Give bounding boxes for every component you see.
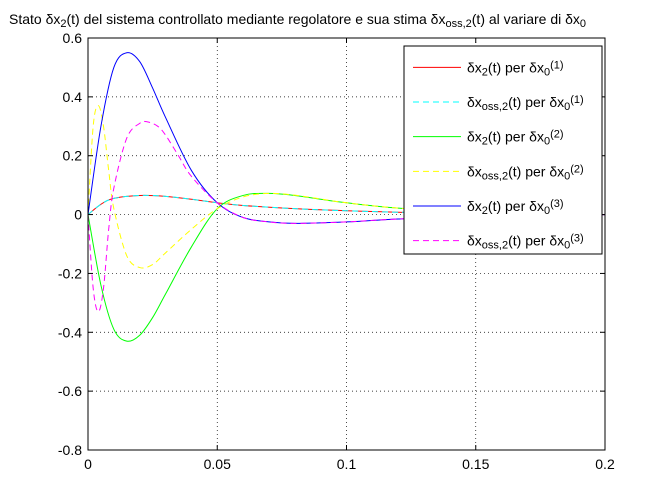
axis-ticks: 0 0.05 0.1 0.15 0.2 -0.8 -0.6 -0.4 -0.2 0 0.2 0.4 0.…: [58, 30, 615, 472]
plot-area: [88, 52, 605, 342]
x-tick-label: 0.15: [462, 456, 489, 472]
x-tick-label: 0.1: [337, 456, 357, 472]
y-tick-label: 0: [74, 207, 82, 223]
series-line-5: [88, 52, 605, 224]
legend-label: δxoss,2(t) per δx0(3): [467, 232, 584, 252]
legend-label: δxoss,2(t) per δx0(1): [467, 94, 584, 114]
y-tick-label: 0.4: [63, 89, 83, 105]
y-tick-label: 0.2: [63, 148, 83, 164]
y-tick-label: -0.8: [58, 442, 82, 458]
series-line-6: [88, 120, 605, 313]
x-tick-label: 0.2: [595, 456, 615, 472]
y-tick-label: -0.6: [58, 383, 82, 399]
legend-label: δxoss,2(t) per δx0(2): [467, 163, 584, 183]
series-line-2: [88, 194, 605, 216]
legend-label: δx2(t) per δx0(1): [467, 59, 564, 79]
y-tick-label: -0.2: [58, 265, 82, 281]
legend-label: δx2(t) per δx0(2): [467, 128, 564, 148]
x-tick-label: 0.05: [204, 456, 231, 472]
x-tick-label: 0: [84, 456, 92, 472]
y-tick-label: -0.4: [58, 324, 82, 340]
legend-box: [403, 45, 603, 255]
series-line-4: [88, 105, 605, 269]
legend-label: δx2(t) per δx0(3): [467, 198, 564, 218]
legend: δx2(t) per δx0(1) δxoss,2(t) per δx0(1) δx…: [403, 45, 603, 255]
y-tick-label: 0.6: [63, 30, 83, 46]
chart-title: Stato δx2(t) del sistema controllato med…: [9, 11, 586, 30]
